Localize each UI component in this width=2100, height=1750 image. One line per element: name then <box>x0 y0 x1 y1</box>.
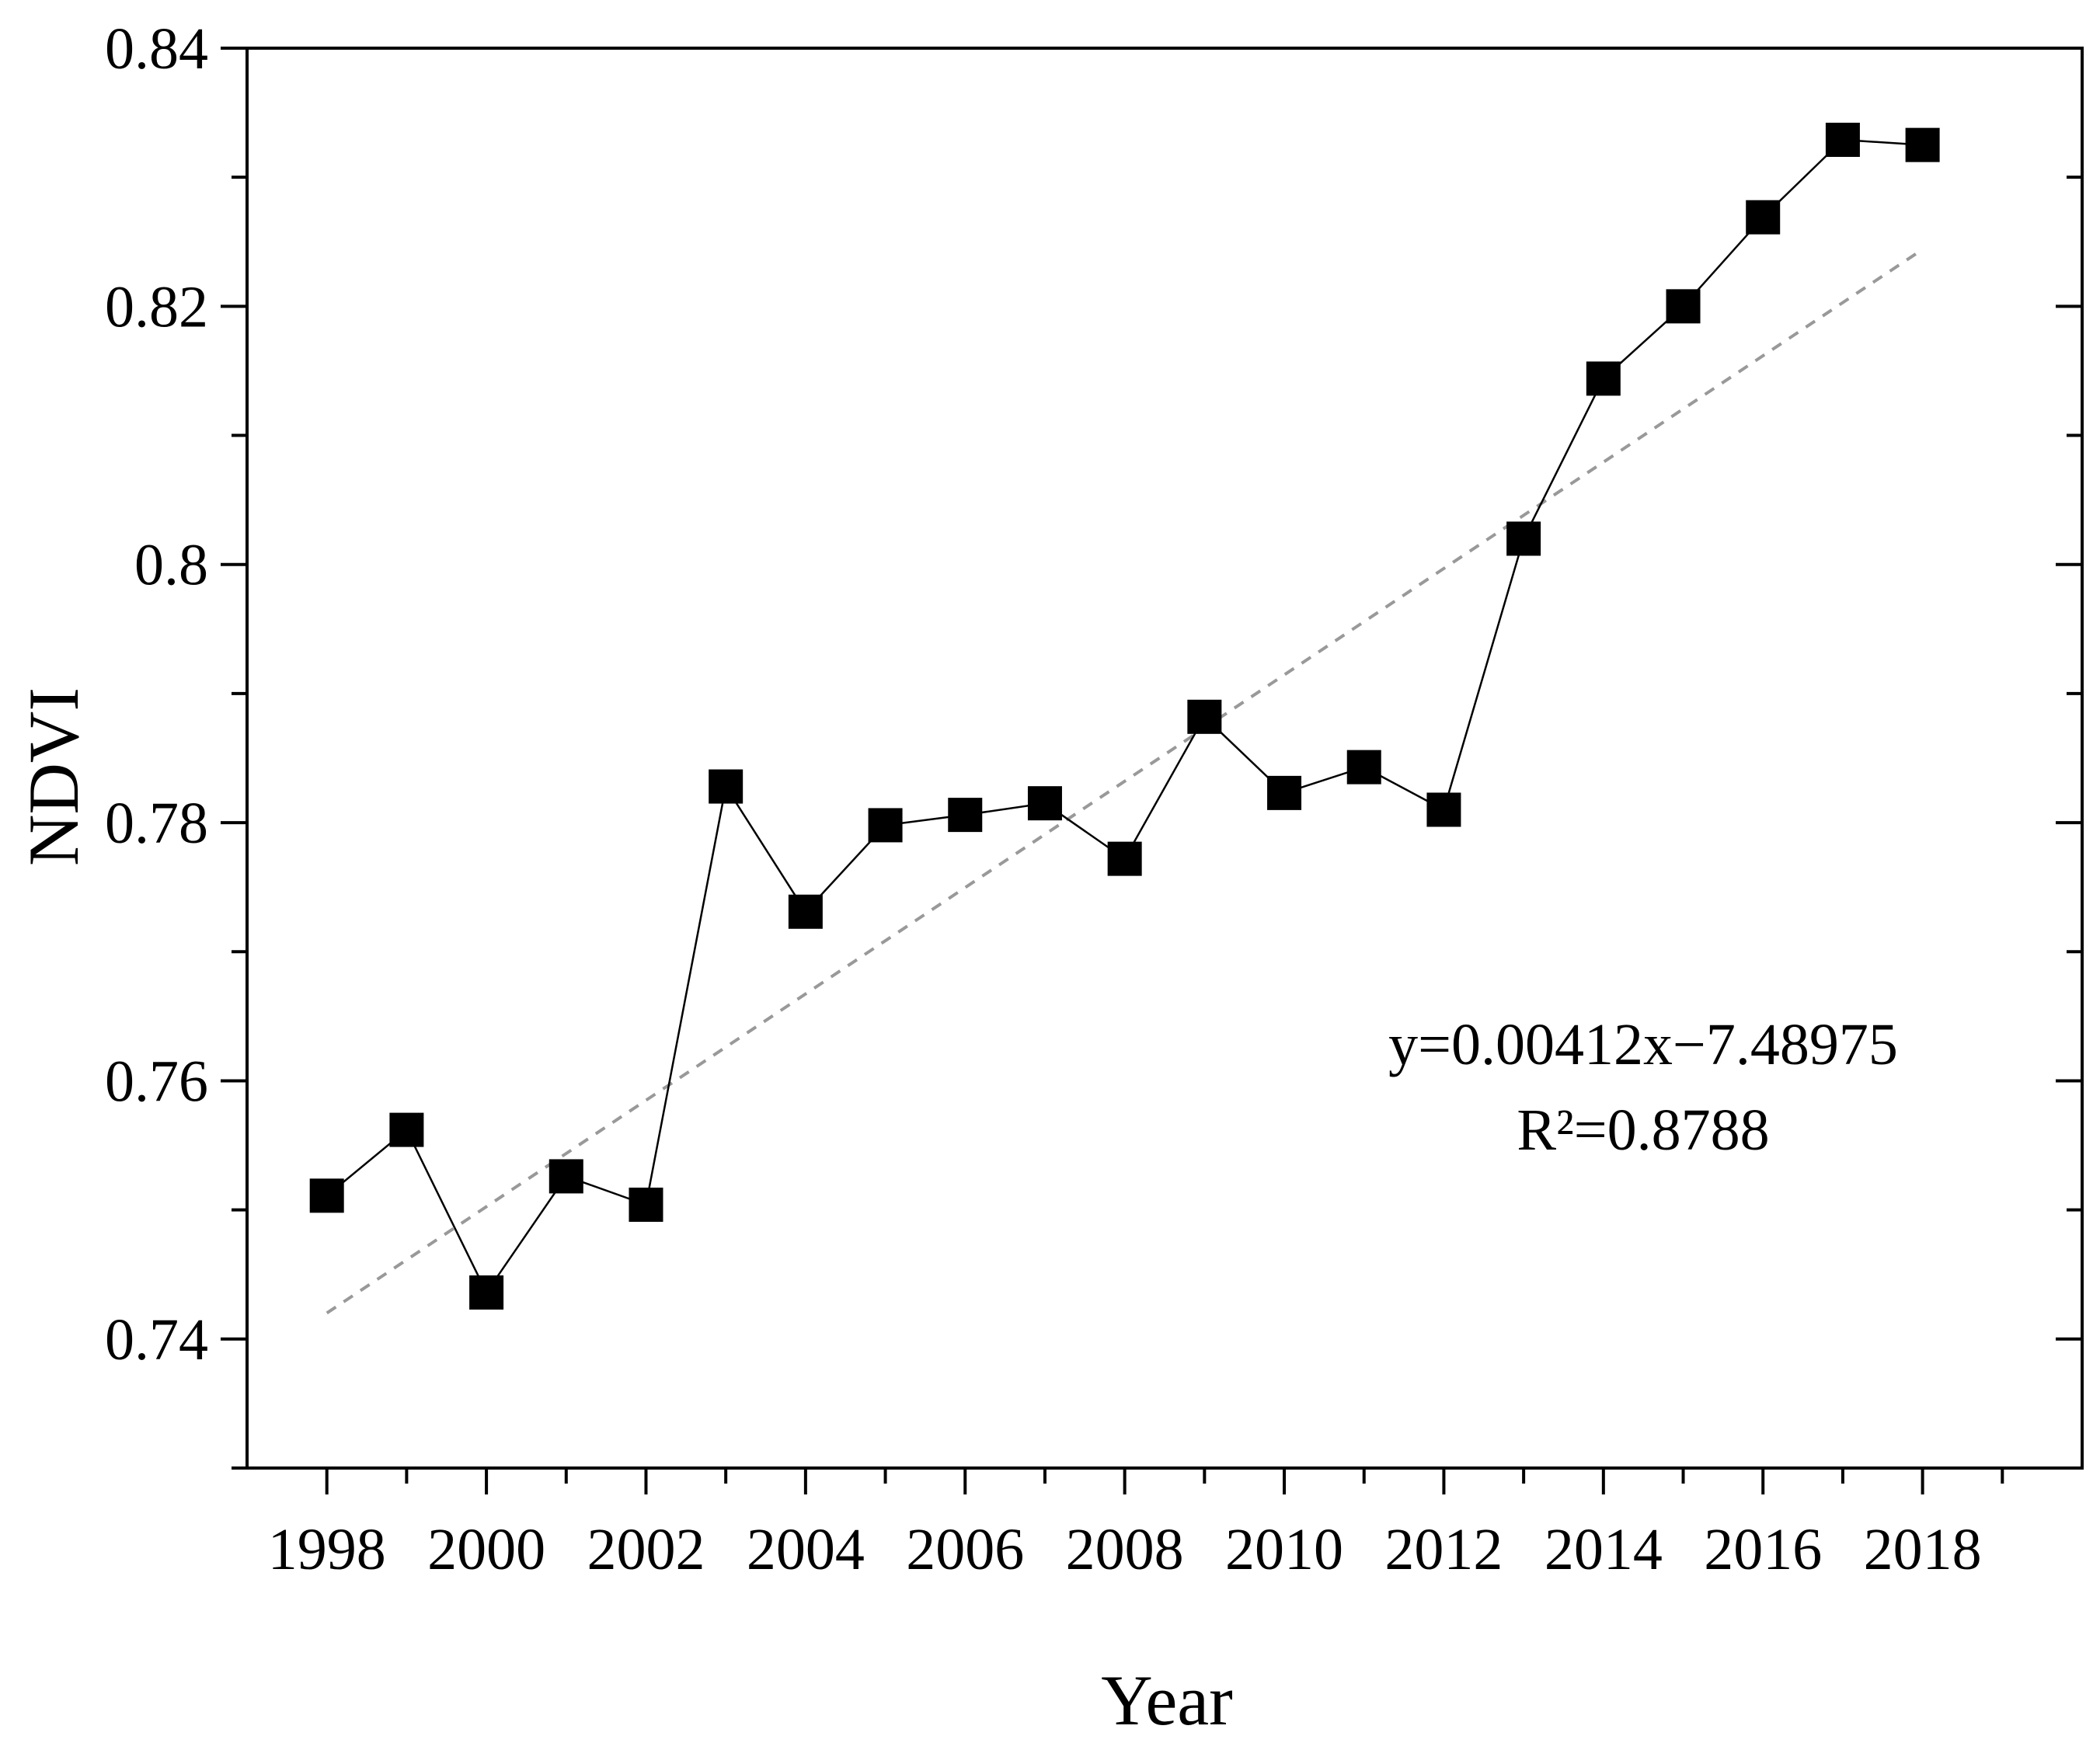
x-tick-label: 2000 <box>427 1517 545 1582</box>
x-tick-label: 2010 <box>1225 1517 1343 1582</box>
y-tick-label: 0.76 <box>105 1049 208 1114</box>
y-tick-label: 0.78 <box>105 791 208 856</box>
y-axis-label: NDVI <box>14 687 93 866</box>
x-tick-label: 2002 <box>587 1517 705 1582</box>
data-point <box>1586 361 1621 396</box>
data-point <box>1666 289 1701 324</box>
x-tick-label: 2012 <box>1384 1517 1503 1582</box>
data-point <box>549 1159 583 1194</box>
x-tick-label: 1998 <box>268 1517 386 1582</box>
y-tick-label: 0.8 <box>134 533 208 598</box>
plot-frame <box>246 47 2084 1470</box>
trend-line <box>326 248 1924 1315</box>
data-point <box>629 1187 663 1222</box>
y-tick-label: 0.82 <box>105 274 208 339</box>
y-tick-label: 0.84 <box>105 16 208 82</box>
x-tick-label: 2018 <box>1864 1517 1982 1582</box>
data-point <box>389 1112 424 1147</box>
r-squared-label: R²=0.8788 <box>1517 1098 1769 1163</box>
data-point <box>309 1178 344 1213</box>
data-point <box>1506 521 1541 556</box>
data-point <box>1107 841 1142 876</box>
data-point <box>868 808 903 843</box>
data-point <box>1746 200 1781 235</box>
data-point <box>948 798 983 833</box>
data-point <box>1825 122 1860 157</box>
axes: 1998 2000 2002 2004 2006 2008 2010 2012 2014 2016… <box>105 16 2084 1582</box>
data-point <box>469 1275 504 1310</box>
trendline-layer <box>326 248 1924 1315</box>
x-tick-label: 2016 <box>1704 1517 1822 1582</box>
x-tick-label: 2006 <box>906 1517 1024 1582</box>
x-tick-label: 2008 <box>1066 1517 1184 1582</box>
labels: Year NDVI y=0.00412x−7.48975 R²=0.8788 <box>14 687 1898 1740</box>
data-point <box>1346 750 1381 785</box>
x-axis-label: Year <box>1101 1661 1233 1740</box>
series-marker-layer <box>309 122 1940 1310</box>
x-tick-label: 2004 <box>747 1517 865 1582</box>
regression-equation: y=0.00412x−7.48975 <box>1388 1012 1898 1077</box>
data-point <box>1905 127 1940 162</box>
data-point <box>1426 792 1461 827</box>
data-point <box>1027 786 1062 821</box>
data-point <box>788 894 823 929</box>
data-point <box>1187 699 1222 734</box>
data-point <box>1267 775 1302 810</box>
x-tick-label: 2014 <box>1545 1517 1663 1582</box>
data-point <box>709 769 744 804</box>
y-tick-label: 0.74 <box>105 1307 208 1373</box>
